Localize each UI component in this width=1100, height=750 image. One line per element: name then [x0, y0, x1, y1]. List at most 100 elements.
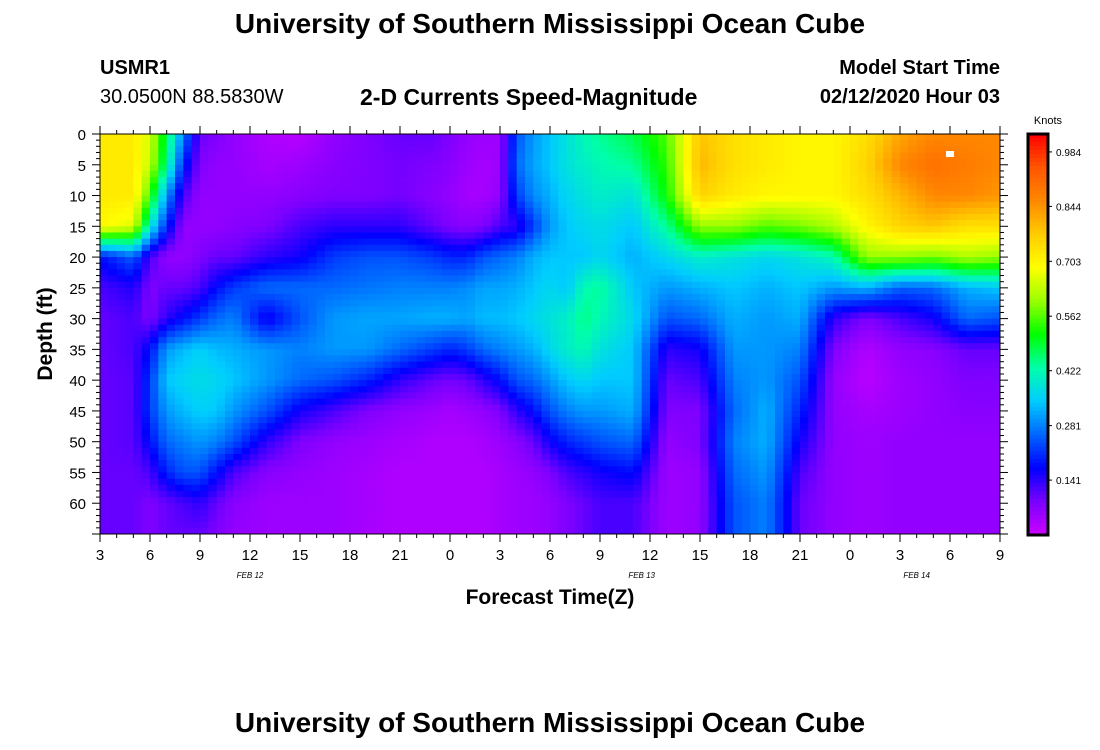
heat-cell	[158, 306, 168, 314]
heat-cell	[291, 386, 301, 394]
heat-cell	[683, 361, 693, 369]
heat-cell	[250, 509, 259, 517]
heat-cell	[600, 189, 609, 197]
heat-cell	[500, 503, 509, 510]
heat-cell	[291, 392, 301, 400]
heat-cell	[458, 374, 468, 381]
heat-cell	[250, 478, 259, 486]
heat-cell	[600, 306, 609, 314]
heat-cell	[383, 527, 393, 534]
heat-cell	[191, 232, 201, 240]
heat-cell	[125, 134, 134, 141]
heat-cell	[683, 244, 693, 252]
heat-cell	[675, 386, 684, 394]
heat-cell	[175, 380, 184, 387]
heat-cell	[425, 380, 434, 387]
heat-cell	[491, 343, 501, 350]
heat-cell	[283, 134, 293, 141]
heat-cell	[433, 140, 443, 147]
heat-cell	[425, 257, 434, 264]
heat-cell	[558, 404, 568, 412]
heat-cell	[141, 269, 151, 277]
heat-cell	[475, 374, 484, 381]
heat-cell	[700, 349, 709, 357]
heat-cell	[525, 318, 534, 326]
heat-cell	[433, 183, 443, 190]
heat-cell	[708, 140, 718, 147]
heat-cell	[433, 177, 443, 184]
heat-cell	[591, 300, 601, 307]
heat-cell	[183, 287, 193, 295]
heat-cell	[283, 177, 293, 184]
heat-cell	[416, 189, 426, 197]
heat-cell	[325, 330, 334, 338]
heat-cell	[225, 189, 234, 197]
heat-cell	[300, 472, 309, 480]
heat-cell	[391, 232, 401, 240]
heat-cell	[666, 195, 676, 203]
heat-cell	[358, 343, 368, 350]
heat-cell	[541, 201, 551, 209]
heat-cell	[641, 454, 651, 461]
heat-cell	[316, 460, 326, 467]
heat-cell	[475, 447, 484, 455]
heat-cell	[508, 306, 518, 314]
heat-cell	[166, 392, 176, 400]
heat-cell	[291, 343, 301, 350]
heat-cell	[141, 170, 151, 178]
heat-cell	[616, 386, 626, 394]
heat-cell	[491, 337, 501, 344]
heat-cell	[566, 380, 576, 387]
heat-cell	[691, 324, 701, 332]
chart-title: University of Southern Mississippi Ocean…	[234, 8, 866, 39]
heat-cell	[300, 238, 309, 246]
heat-cell	[225, 374, 234, 381]
heat-cell	[125, 300, 134, 307]
heat-cell	[233, 134, 243, 141]
heat-cell	[225, 503, 234, 510]
heat-cell	[591, 152, 601, 160]
heat-cell	[566, 404, 576, 412]
heat-cell	[116, 269, 126, 277]
heat-cell	[683, 460, 693, 467]
heat-cell	[666, 164, 676, 172]
heat-cell	[675, 484, 684, 492]
heat-cell	[691, 349, 701, 357]
heat-cell	[308, 275, 318, 283]
heat-cell	[100, 484, 109, 492]
heat-cell	[400, 386, 409, 394]
heat-cell	[475, 386, 484, 394]
heat-cell	[125, 490, 134, 498]
heat-cell	[141, 349, 151, 357]
heat-cell	[608, 361, 618, 369]
heat-cell	[300, 275, 309, 283]
heat-cell	[375, 146, 384, 154]
heat-cell	[525, 509, 534, 517]
heat-cell	[491, 207, 501, 215]
heat-cell	[450, 201, 459, 209]
heat-cell	[458, 367, 468, 375]
heat-cell	[258, 484, 268, 492]
heat-cell	[316, 244, 326, 252]
heat-cell	[133, 300, 143, 307]
heat-cell	[141, 158, 151, 166]
heat-cell	[175, 232, 184, 240]
heat-cell	[350, 367, 359, 375]
heat-cell	[416, 454, 426, 461]
heat-cell	[491, 478, 501, 486]
heat-cell	[458, 201, 468, 209]
heat-cell	[533, 220, 543, 227]
heat-cell	[700, 183, 709, 190]
heat-cell	[558, 294, 568, 301]
heat-cell	[500, 294, 509, 301]
heat-cell	[333, 177, 343, 184]
heat-cell	[533, 386, 543, 394]
heat-cell	[291, 447, 301, 455]
heat-cell	[525, 497, 534, 504]
heat-cell	[450, 515, 459, 523]
heat-cell	[566, 503, 576, 510]
heat-cell	[291, 152, 301, 160]
heat-cell	[141, 521, 151, 529]
heat-cell	[591, 435, 601, 443]
heat-cell	[366, 220, 376, 227]
